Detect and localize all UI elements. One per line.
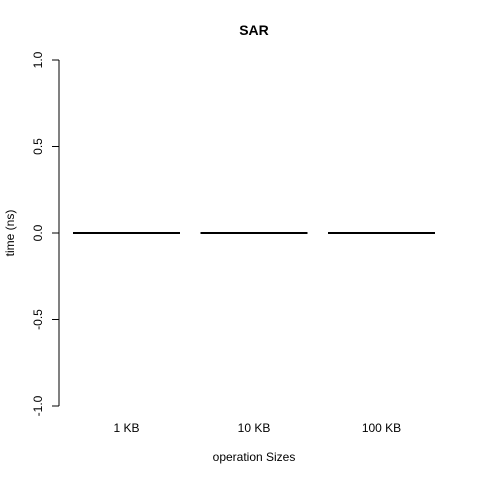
x-tick-label: 10 KB — [238, 421, 271, 435]
y-tick-label: -0.5 — [31, 309, 45, 330]
y-tick-label: -1.0 — [31, 395, 45, 416]
y-axis-ticks: -1.0 -0.5 0.0 0.5 1.0 — [31, 51, 59, 416]
x-tick-label: 1 KB — [113, 421, 139, 435]
x-axis-label: operation Sizes — [213, 450, 296, 464]
y-tick-label: 1.0 — [31, 51, 45, 68]
y-tick-label: 0.0 — [31, 224, 45, 241]
x-tick-labels: 1 KB 10 KB 100 KB — [113, 421, 401, 435]
chart-title: SAR — [239, 22, 269, 38]
y-tick-label: 0.5 — [31, 138, 45, 155]
x-tick-label: 100 KB — [362, 421, 401, 435]
y-axis-label: time (ns) — [3, 210, 17, 257]
